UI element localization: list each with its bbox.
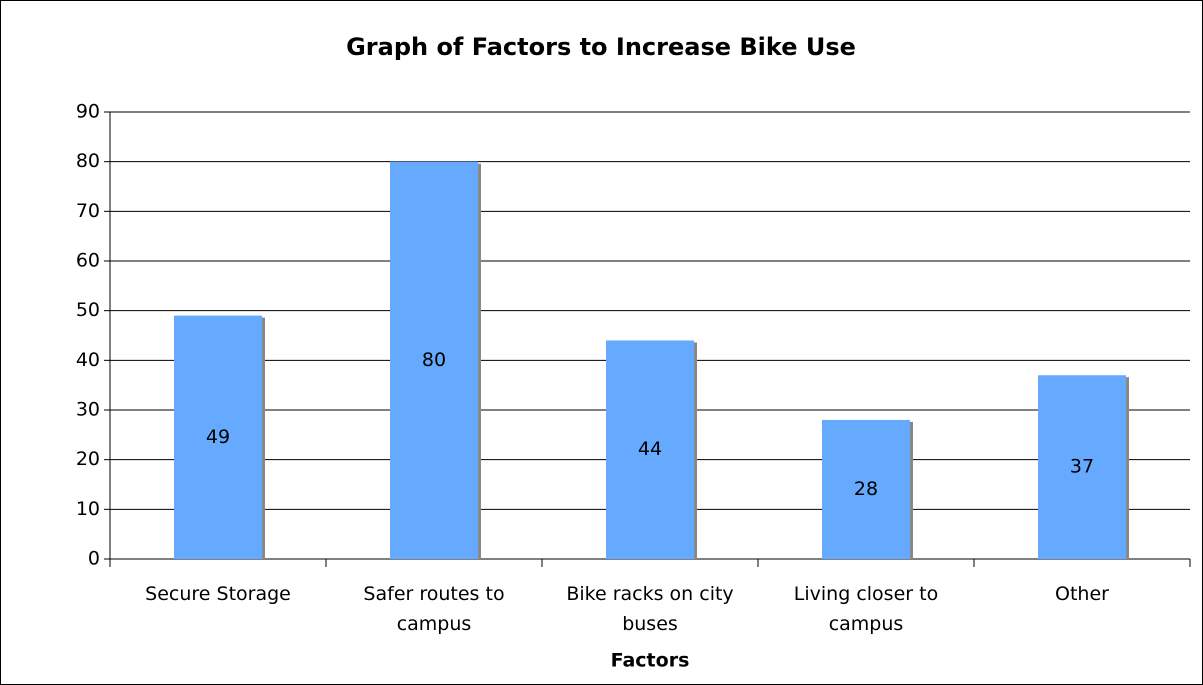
y-tick-label: 0 xyxy=(88,548,100,570)
data-label: 44 xyxy=(638,438,662,460)
x-tick-label: Bike racks on city buses xyxy=(566,583,734,635)
y-tick-label: 50 xyxy=(76,299,100,321)
data-label: 37 xyxy=(1070,456,1094,478)
bar xyxy=(606,340,694,559)
x-tick-label: Other xyxy=(1055,583,1109,605)
y-tick-label: 80 xyxy=(76,150,100,172)
y-tick-label: 60 xyxy=(76,250,100,272)
y-tick-label: 20 xyxy=(76,448,100,470)
bar xyxy=(390,161,478,559)
x-tick-label: Safer routes to campus xyxy=(363,583,505,635)
bar xyxy=(822,419,910,559)
data-label: 80 xyxy=(422,349,446,371)
data-label: 28 xyxy=(854,478,878,500)
y-tick-label: 70 xyxy=(76,200,100,222)
chart-title: Graph of Factors to Increase Bike Use xyxy=(346,33,856,61)
y-tick-label: 40 xyxy=(76,349,100,371)
y-tick-label: 30 xyxy=(76,399,100,421)
bar xyxy=(174,315,262,559)
x-tick-label: Secure Storage xyxy=(145,583,291,605)
y-tick-label: 90 xyxy=(76,101,100,123)
x-tick-label: Living closer to campus xyxy=(793,583,939,635)
data-label: 49 xyxy=(206,426,230,448)
y-tick-label: 10 xyxy=(76,498,100,520)
x-axis-label: Factors xyxy=(611,650,690,672)
bar xyxy=(1038,375,1126,559)
